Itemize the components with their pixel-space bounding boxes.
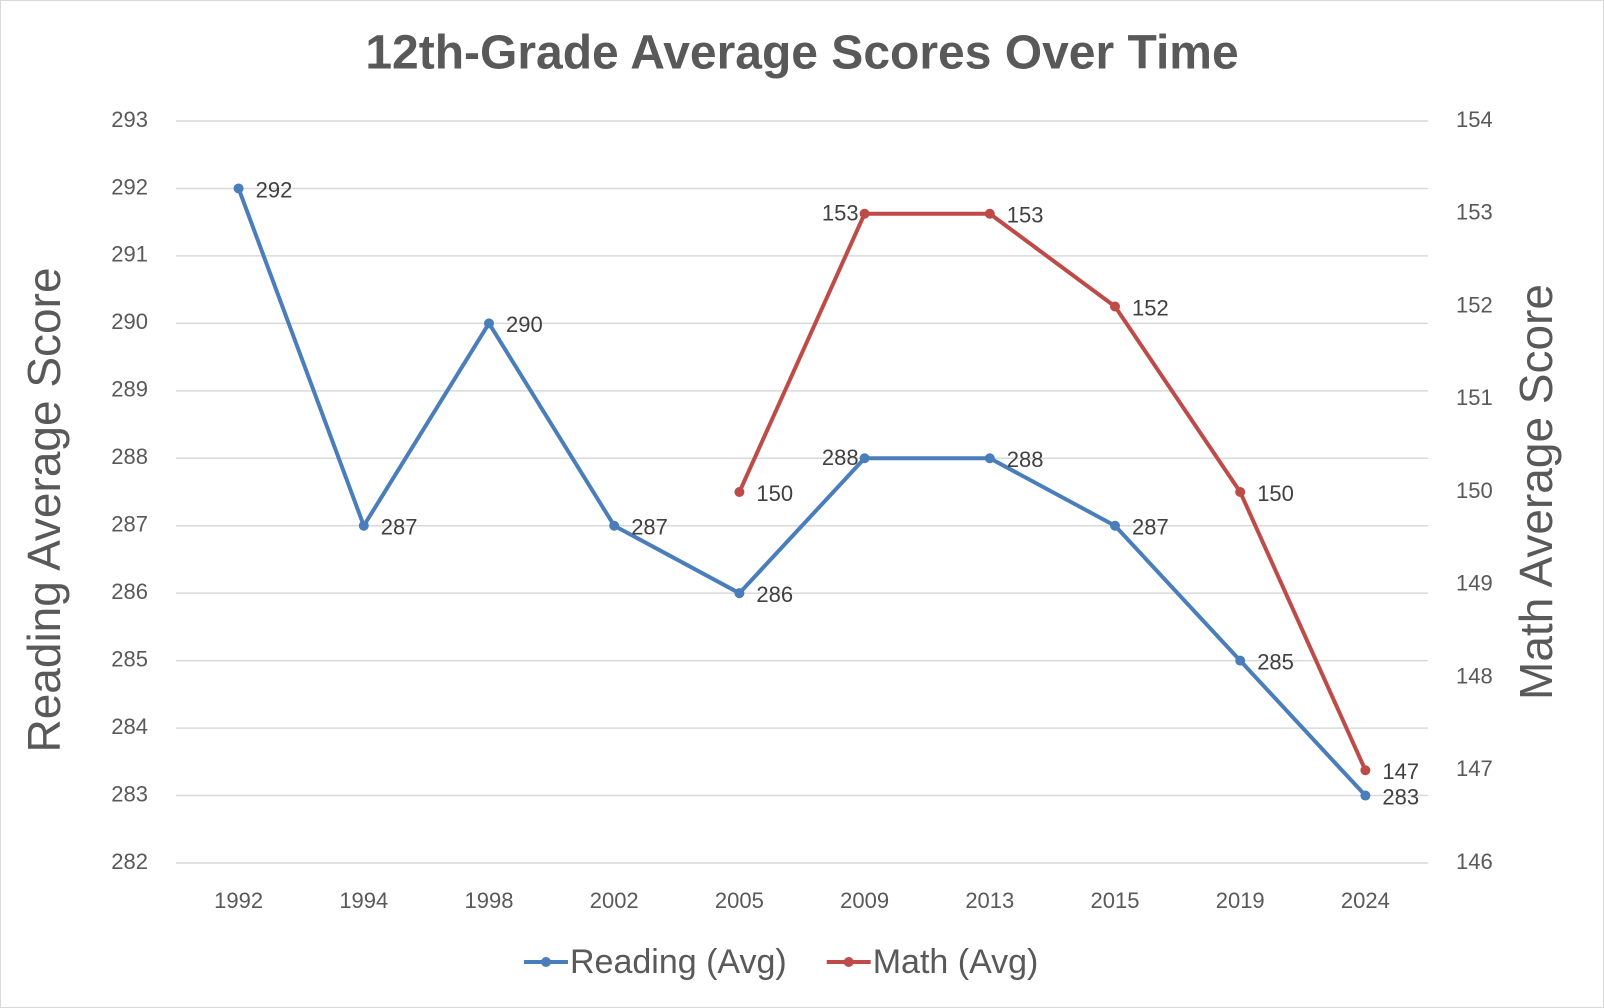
data-label: 153 [822, 201, 859, 226]
data-label: 287 [1132, 515, 1169, 540]
data-label: 285 [1257, 649, 1294, 674]
legend-label: Math (Avg) [873, 943, 1039, 981]
x-tick-label: 2024 [1341, 888, 1390, 913]
data-point [1110, 301, 1120, 312]
y-tick-label: 284 [111, 714, 148, 739]
data-label: 288 [1007, 447, 1044, 472]
data-label: 286 [756, 582, 793, 607]
legend-marker [843, 957, 854, 967]
data-label: 292 [256, 177, 293, 202]
data-point [859, 208, 870, 219]
data-label: 287 [381, 515, 418, 540]
data-point [859, 453, 870, 464]
data-point [1110, 520, 1120, 531]
data-point [1360, 790, 1371, 801]
data-label: 153 [1007, 203, 1044, 228]
y-tick-label: 289 [111, 377, 148, 402]
data-point [984, 208, 995, 219]
y-tick-label: 288 [111, 444, 148, 469]
data-point [358, 520, 369, 531]
data-label: 147 [1382, 759, 1419, 784]
data-label: 283 [1382, 784, 1419, 809]
y2-tick-label: 152 [1456, 292, 1493, 317]
series-line [236, 187, 1367, 797]
y2-tick-label: 147 [1456, 756, 1493, 781]
y2-tick-label: 153 [1456, 200, 1493, 225]
data-point [484, 318, 494, 329]
x-tick-label: 2015 [1091, 888, 1140, 913]
data-label: 287 [631, 515, 668, 540]
data-point [734, 487, 745, 497]
y-tick-label: 282 [111, 849, 148, 874]
y2-tick-label: 150 [1456, 478, 1493, 503]
y-tick-label: 293 [111, 107, 148, 132]
x-tick-label: 2009 [840, 888, 889, 913]
x-tick-label: 2005 [715, 888, 764, 913]
x-tick-label: 1994 [339, 888, 388, 913]
legend-marker [541, 957, 551, 967]
y2-axis-title: Math Average Score [1510, 284, 1562, 700]
data-label: 150 [756, 481, 793, 506]
series-line [737, 211, 1368, 772]
data-point [609, 520, 620, 531]
y-tick-label: 286 [111, 579, 148, 604]
legend-label: Reading (Avg) [570, 943, 787, 981]
y2-tick-label: 148 [1456, 663, 1493, 688]
y-tick-label: 287 [111, 512, 148, 537]
data-point [1235, 487, 1246, 497]
data-label: 152 [1132, 295, 1169, 320]
data-label: 150 [1257, 481, 1294, 506]
chart-title: 12th-Grade Average Scores Over Time [365, 27, 1238, 80]
y-axis-title: Reading Average Score [18, 267, 70, 752]
y-tick-label: 285 [111, 646, 148, 671]
data-point [1360, 765, 1371, 776]
x-tick-label: 2019 [1216, 888, 1265, 913]
data-point [734, 588, 745, 599]
x-tick-label: 1992 [214, 888, 263, 913]
y-tick-label: 292 [111, 174, 148, 199]
y2-tick-label: 149 [1456, 571, 1493, 596]
y-tick-label: 283 [111, 781, 148, 806]
y2-tick-label: 146 [1456, 849, 1493, 874]
data-label: 288 [822, 445, 859, 470]
x-tick-label: 1998 [465, 888, 514, 913]
x-tick-label: 2013 [965, 888, 1014, 913]
y2-tick-label: 151 [1456, 385, 1493, 410]
x-tick-label: 2002 [590, 888, 639, 913]
y2-tick-label: 154 [1456, 107, 1493, 132]
data-point [1235, 655, 1246, 666]
y-tick-label: 290 [111, 309, 148, 334]
y-tick-label: 291 [111, 242, 148, 267]
data-label: 290 [506, 312, 543, 337]
data-point [233, 183, 244, 194]
data-point [984, 453, 995, 464]
